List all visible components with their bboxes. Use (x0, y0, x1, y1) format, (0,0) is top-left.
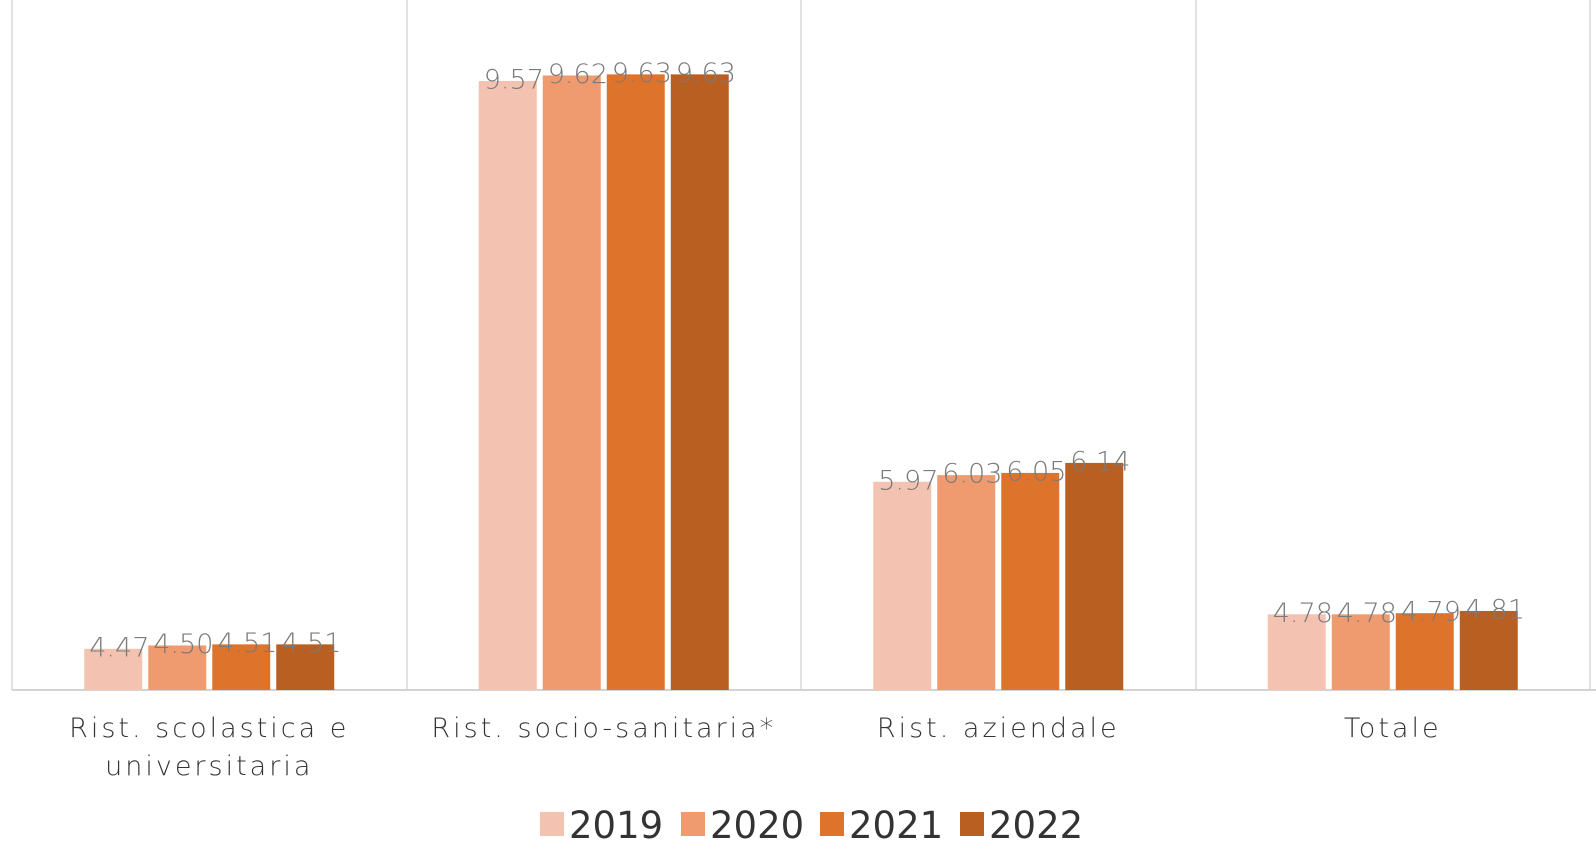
data-label: 4.79 (1401, 597, 1461, 628)
data-label: 4.78 (1273, 598, 1333, 629)
category-separators (11, 0, 1591, 690)
bar-2019-1 (478, 81, 537, 690)
bar-2020-3 (1331, 614, 1390, 690)
legend-label: 2019 (569, 804, 663, 847)
bar-2021-1 (606, 74, 665, 690)
legend-swatch-2022 (960, 812, 984, 836)
data-label: 6.14 (1070, 446, 1130, 477)
legend: 2019 2020 2021 2022 (540, 804, 1083, 847)
data-label: 4.51 (217, 628, 277, 659)
bar-2020-2 (937, 475, 996, 690)
data-label: 4.78 (1337, 598, 1397, 629)
data-labels: 4.47 4.50 4.51 4.519.57 9.62 9.63 9.635.97 6.03… (89, 58, 1525, 663)
data-label: 4.81 (1465, 594, 1525, 625)
data-label: 9.57 (484, 65, 544, 96)
data-label: 5.97 (878, 465, 938, 496)
bar-2022-1 (670, 74, 729, 690)
legend-label: 2022 (989, 804, 1083, 847)
bar-2019-2 (873, 481, 932, 690)
bar-2021-0 (212, 644, 271, 690)
bar-2022-2 (1065, 462, 1124, 690)
bar-2019-0 (84, 648, 143, 690)
category-labels: Rist. scolastica e universitaria Rist. soc… (69, 713, 1442, 782)
data-label: 6.05 (1006, 456, 1066, 487)
data-label: 4.47 (89, 632, 149, 663)
bar-2019-3 (1267, 614, 1326, 690)
data-label: 9.63 (612, 58, 672, 89)
legend-swatch-2019 (540, 812, 564, 836)
bar-2020-0 (148, 645, 207, 690)
data-label: 9.63 (676, 58, 736, 89)
category-label: Totale (1344, 713, 1442, 744)
bar-2021-3 (1395, 613, 1454, 690)
legend-label: 2021 (849, 804, 943, 847)
data-label: 4.51 (281, 628, 341, 659)
bar-2020-1 (542, 75, 601, 691)
data-label: 4.50 (153, 629, 213, 660)
bar-2022-3 (1459, 610, 1518, 690)
bars (84, 74, 1518, 691)
bar-2022-0 (276, 644, 335, 690)
category-label: universitaria (105, 751, 313, 782)
data-label: 6.03 (942, 459, 1002, 490)
legend-label: 2020 (710, 804, 804, 847)
category-label: Rist. socio-sanitaria* (431, 713, 776, 744)
legend-swatch-2021 (820, 812, 844, 836)
category-label: Rist. scolastica e (69, 713, 349, 744)
category-label: Rist. aziendale (877, 713, 1120, 744)
legend-swatch-2020 (681, 812, 705, 836)
bar-2021-2 (1001, 472, 1060, 690)
data-label: 9.62 (548, 59, 608, 90)
